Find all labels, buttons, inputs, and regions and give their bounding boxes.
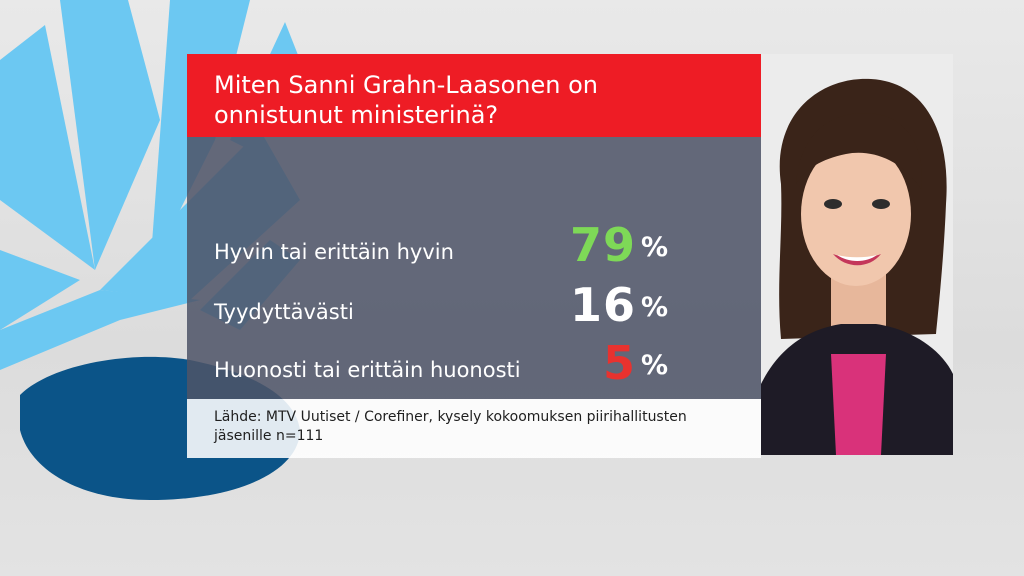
chart-title: Miten Sanni Grahn-Laasonen on onnistunut… <box>214 71 598 129</box>
percent-sign: % <box>641 350 669 381</box>
person-photo <box>761 54 953 455</box>
result-value: 16 <box>569 278 636 332</box>
source-note: Lähde: MTV Uutiset / Corefiner, kysely k… <box>214 409 687 444</box>
result-label: Tyydyttävästi <box>214 300 354 324</box>
result-row-satisfactory: Tyydyttävästi 16 % <box>187 275 761 331</box>
result-label: Hyvin tai erittäin hyvin <box>214 240 454 264</box>
percent-sign: % <box>641 232 669 263</box>
source-box: Lähde: MTV Uutiset / Corefiner, kysely k… <box>187 399 761 458</box>
result-value: 5 <box>602 336 636 390</box>
result-label: Huonosti tai erittäin huonosti <box>214 358 521 382</box>
result-value: 79 <box>569 218 636 272</box>
result-row-poor: Huonosti tai erittäin huonosti 5 % <box>187 333 761 389</box>
title-bar: Miten Sanni Grahn-Laasonen on onnistunut… <box>187 54 761 137</box>
results-area: Hyvin tai erittäin hyvin 79 % Tyydyttävä… <box>187 137 761 399</box>
result-row-good: Hyvin tai erittäin hyvin 79 % <box>187 215 761 271</box>
percent-sign: % <box>641 292 669 323</box>
poll-panel: Miten Sanni Grahn-Laasonen on onnistunut… <box>187 54 761 458</box>
